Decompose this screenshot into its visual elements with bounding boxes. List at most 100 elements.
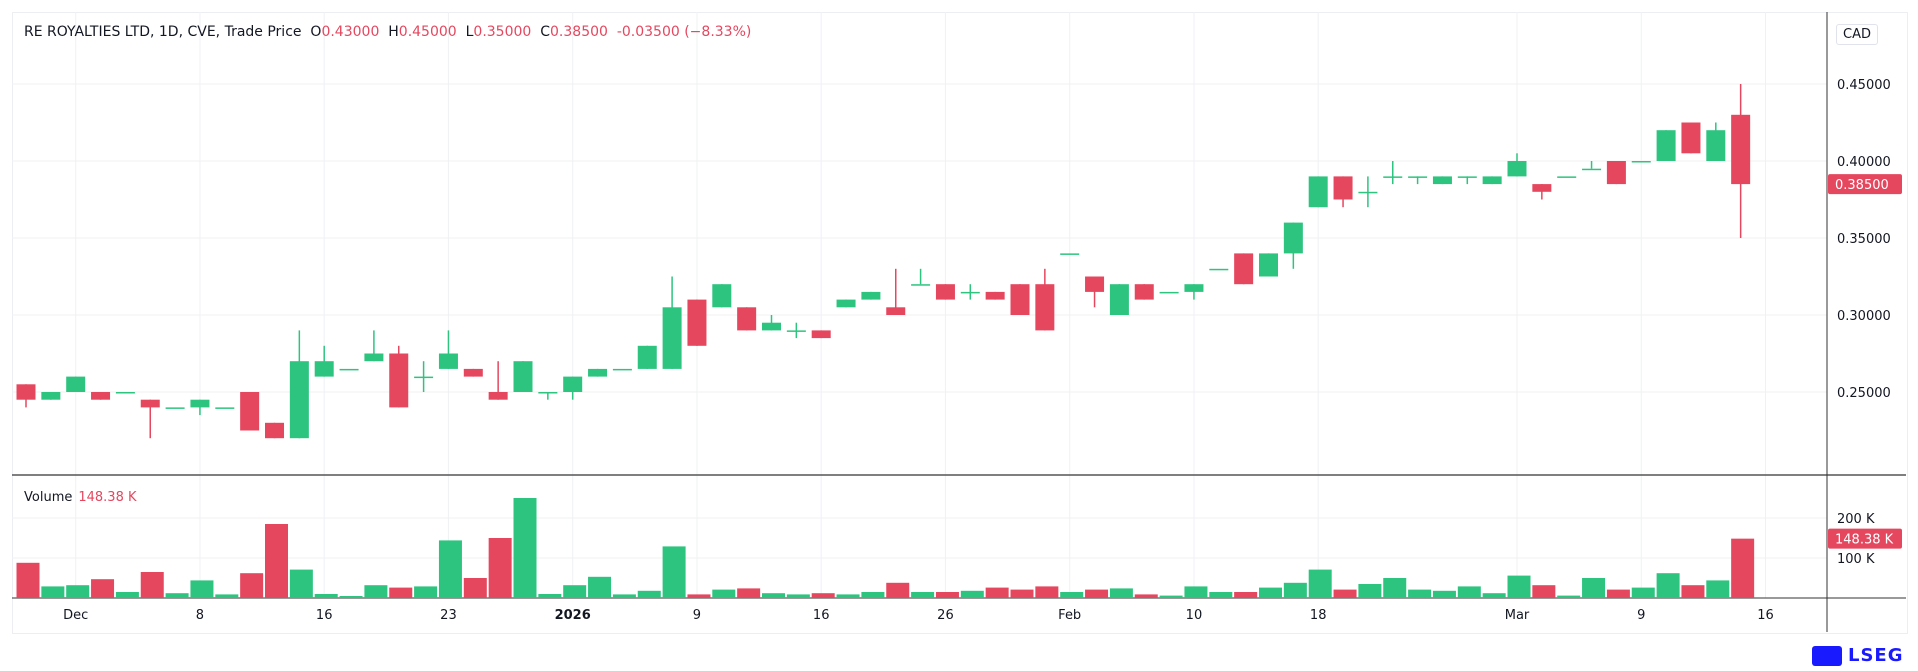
- volume-bar: [265, 524, 288, 598]
- candle-body: [1681, 122, 1701, 154]
- candle-body: [737, 307, 757, 331]
- time-tick-label: Dec: [63, 608, 88, 623]
- time-tick-label: 9: [693, 608, 701, 623]
- volume-tick-label: 200 K: [1837, 512, 1875, 527]
- volume-bar: [662, 546, 686, 598]
- volume-bar: [836, 594, 860, 598]
- volume-bar: [1656, 573, 1680, 598]
- volume-bar: [1706, 580, 1730, 598]
- candle-body: [488, 392, 508, 400]
- time-tick-label: 9: [1637, 608, 1645, 623]
- price-tick-label: 0.40000: [1837, 155, 1891, 170]
- candle-body: [637, 345, 657, 369]
- volume-bar: [1209, 592, 1233, 598]
- time-tick-label: Feb: [1058, 608, 1081, 623]
- price-tick-label: 0.25000: [1837, 386, 1891, 401]
- volume-bar: [886, 582, 910, 598]
- volume-bar: [588, 576, 612, 598]
- candle-body: [985, 291, 1005, 300]
- candle-body: [1085, 276, 1105, 292]
- volume-bar: [1631, 587, 1655, 598]
- volume-bar: [786, 594, 810, 598]
- volume-bar: [935, 592, 959, 598]
- volume-bar: [1060, 592, 1084, 598]
- time-tick-label: 16: [1757, 608, 1774, 623]
- high-value: 0.45000: [398, 24, 457, 40]
- volume-bar: [1606, 589, 1630, 598]
- volume-bar: [16, 562, 40, 598]
- volume-bar: [861, 592, 885, 598]
- candle-body: [1606, 161, 1626, 185]
- candle-body: [1333, 176, 1353, 200]
- candle-body: [1134, 284, 1154, 300]
- volume-bar: [1731, 538, 1755, 598]
- candle-body: [1557, 176, 1577, 178]
- volume-bar: [762, 593, 785, 598]
- volume-bar: [1383, 578, 1407, 598]
- candle-body: [1408, 176, 1428, 178]
- last-volume-label: 148.38 K: [1835, 533, 1894, 548]
- candle-body: [1383, 176, 1403, 178]
- volume-bar: [289, 569, 313, 598]
- volume-bar: [563, 585, 587, 598]
- volume-bar: [960, 590, 984, 598]
- candle-body: [1631, 161, 1651, 163]
- change-value: -0.03500 (−8.33%): [616, 24, 752, 40]
- volume-bar: [438, 540, 462, 598]
- candle-body: [811, 330, 831, 339]
- candle-body: [463, 368, 483, 377]
- volume-bar: [91, 579, 115, 598]
- volume-bar: [240, 573, 264, 598]
- candle-body: [662, 307, 682, 369]
- candle-body: [41, 392, 61, 400]
- lseg-logo: LSEG: [1812, 645, 1904, 666]
- price-tick-label: 0.30000: [1837, 309, 1891, 324]
- volume-bar: [1358, 584, 1382, 598]
- candle-body: [1159, 291, 1179, 294]
- volume-bar: [1010, 589, 1034, 598]
- volume-bar: [737, 588, 761, 598]
- low-label: L: [465, 24, 474, 40]
- time-tick-label: 8: [196, 608, 204, 623]
- candle-body: [1010, 284, 1030, 315]
- candle-body: [1358, 191, 1378, 194]
- candle-body: [1457, 176, 1477, 178]
- volume-bar: [687, 594, 711, 598]
- volume-bar: [1159, 595, 1183, 598]
- volume-bar: [1333, 589, 1357, 598]
- volume-bar: [1035, 586, 1059, 598]
- candle-body: [240, 392, 260, 431]
- currency-badge[interactable]: CAD: [1836, 24, 1878, 45]
- volume-label: Volume: [24, 490, 73, 505]
- close-label: C: [540, 24, 551, 40]
- volume-bar: [1184, 586, 1208, 598]
- time-tick-label: 23: [440, 608, 457, 623]
- volume-bar: [215, 594, 239, 598]
- time-tick-label: 10: [1186, 608, 1203, 623]
- volume-bar: [463, 578, 487, 598]
- candle-body: [712, 284, 732, 308]
- volume-bar: [1681, 585, 1705, 598]
- candle-body: [1060, 253, 1080, 255]
- chart-frame: [12, 12, 1908, 634]
- candle-body: [1283, 222, 1303, 254]
- candle-body: [364, 353, 384, 362]
- candle-body: [1109, 284, 1129, 315]
- volume-bar: [1085, 589, 1109, 598]
- candle-body: [339, 368, 359, 371]
- candle-body: [911, 284, 931, 286]
- volume-bar: [488, 538, 512, 598]
- volume-bar: [911, 592, 935, 598]
- candle-body: [289, 361, 309, 439]
- candle-body: [1308, 176, 1328, 208]
- volume-bar: [1457, 586, 1481, 598]
- candle-body: [66, 376, 86, 392]
- candle-body: [612, 368, 632, 371]
- last-volume-badge: [1828, 528, 1902, 549]
- candle-body: [1184, 284, 1204, 292]
- candle-body: [1532, 184, 1552, 192]
- time-tick-label: 26: [937, 608, 954, 623]
- volume-bar: [1259, 587, 1282, 598]
- candle-body: [1706, 130, 1726, 161]
